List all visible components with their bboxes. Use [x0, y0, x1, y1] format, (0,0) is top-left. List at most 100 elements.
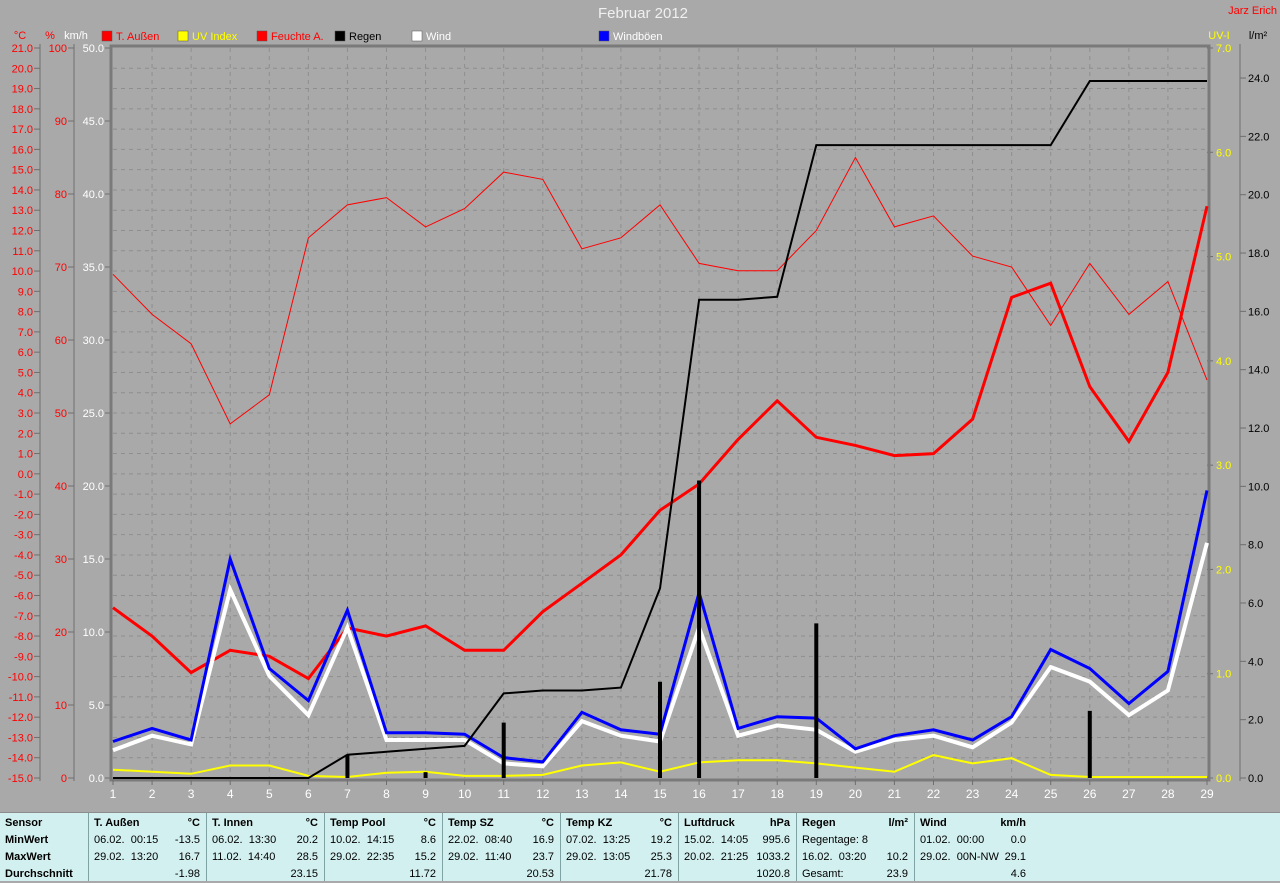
stats-cell-row: 29.02. 22:35 15.2 [325, 849, 442, 866]
day-label: 8 [383, 787, 390, 801]
legend-swatch-windb-en [598, 30, 610, 42]
day-label: 12 [536, 787, 550, 801]
axis-tick-label-kmh: 10.0 [83, 627, 104, 639]
stats-column-header: Wind km/h [915, 815, 1032, 832]
axis-tick-label-uv: 1.0 [1216, 669, 1231, 681]
day-label: 24 [1005, 787, 1019, 801]
stats-row-label-text: MaxWert [5, 851, 51, 863]
axis-tick-label-uv: 7.0 [1216, 43, 1231, 55]
stats-table-filler [1032, 813, 1280, 881]
day-label: 20 [849, 787, 863, 801]
axis-tick-label-temp: -8.0 [14, 631, 33, 643]
stats-column-wind: Wind km/h 01.02. 00:00 0.0 29.02. 00N-NW 29.1… [914, 813, 1032, 881]
sensor-unit: °C [423, 817, 436, 829]
watermark-author: Jarz Erich [1228, 5, 1277, 17]
axis-tick-label-temp: 9.0 [18, 286, 33, 298]
axis-tick-label-pct: 50 [55, 408, 67, 420]
stats-column-luftdruck: Luftdruck hPa 15.02. 14:05 995.6 20.02. 21:2… [678, 813, 796, 881]
legend-swatch-feuchte-a [256, 30, 268, 42]
stats-cell-text: 20.02. 21:25 [684, 851, 749, 863]
axis-unit-label-rain: l/m² [1249, 30, 1268, 42]
stats-cell-text: Gesamt: [802, 868, 844, 880]
axis-tick-label-pct: 70 [55, 262, 67, 274]
series-regen [113, 80, 1207, 779]
axis-tick-label-pct: 100 [49, 43, 67, 55]
stats-column-t-innen: T. Innen °C 06.02. 13:30 20.2 11.02. 14:40 28… [206, 813, 324, 881]
stats-cell-row: 11.72 [325, 866, 442, 883]
day-label: 27 [1122, 787, 1136, 801]
stats-row-labels: Sensor MinWert MaxWert Durchschnitt [0, 813, 88, 881]
axis-tick-label-temp: 10.0 [12, 266, 33, 278]
axis-tick-label-rain: 2.0 [1248, 715, 1263, 727]
axis-tick-label-temp: 16.0 [12, 144, 33, 156]
stats-column-header: Temp SZ °C [443, 815, 560, 832]
axis-tick-label-temp: 1.0 [18, 449, 33, 461]
stats-cell-value: 20.2 [296, 834, 318, 846]
stats-cell-row: 4.6 [915, 866, 1032, 883]
axis-tick-label-temp: -12.0 [8, 712, 33, 724]
axis-tick-label-temp: 6.0 [18, 347, 33, 359]
day-label: 1 [110, 787, 117, 801]
axis-tick-label-temp: -1.0 [14, 489, 33, 501]
day-label: 15 [653, 787, 667, 801]
axis-tick-label-pct: 0 [61, 773, 67, 785]
axis-tick-label-temp: 12.0 [12, 226, 33, 238]
stats-column-header: Temp Pool °C [325, 815, 442, 832]
axis-tick-label-kmh: 5.0 [89, 700, 104, 712]
stats-cell-row: 06.02. 00:15 -13.5 [89, 832, 206, 849]
stats-cell-value: 16.9 [532, 834, 554, 846]
axis-unit-label-kmh: km/h [64, 30, 88, 42]
axis-tick-label-rain: 0.0 [1248, 773, 1263, 785]
axis-tick-label-uv: 3.0 [1216, 460, 1231, 472]
stats-cell-text: 15.02. 14:05 [684, 834, 749, 846]
axis-tick-label-temp: 4.0 [18, 388, 33, 400]
stats-table: Sensor MinWert MaxWert Durchschnitt T. Außen… [0, 812, 1280, 881]
stats-cell-text: 06.02. 00:15 [94, 834, 159, 846]
day-label: 16 [692, 787, 706, 801]
stats-cell-value: 11.72 [409, 868, 436, 880]
day-label: 18 [771, 787, 785, 801]
stats-cell-row: 10.02. 14:15 8.6 [325, 832, 442, 849]
axis-tick-label-temp: -3.0 [14, 530, 33, 542]
axis-tick-label-rain: 14.0 [1248, 365, 1269, 377]
axis-tick-label-rain: 10.0 [1248, 481, 1269, 493]
stats-column-header: Regen l/m² [797, 815, 914, 832]
sensor-name: T. Innen [212, 817, 253, 829]
day-label: 2 [149, 787, 156, 801]
axis-tick-label-temp: -4.0 [14, 550, 33, 562]
axis-tick-label-rain: 8.0 [1248, 540, 1263, 552]
stats-column-temp-pool: Temp Pool °C 10.02. 14:15 8.6 29.02. 22:35 15… [324, 813, 442, 881]
legend-label-t-au-en: T. Außen [116, 31, 159, 43]
axis-tick-label-uv: 4.0 [1216, 356, 1231, 368]
stats-cell-row: 29.02. 13:20 16.7 [89, 849, 206, 866]
sensor-name: Temp KZ [566, 817, 613, 829]
stats-cell-row: Regentage: 8 [797, 832, 914, 849]
axis-tick-label-rain: 18.0 [1248, 248, 1269, 260]
stats-row-label: MinWert [0, 832, 88, 849]
sensor-unit: °C [305, 817, 318, 829]
stats-cell-row: 22.02. 08:40 16.9 [443, 832, 560, 849]
day-label: 11 [497, 787, 510, 801]
stats-cell-text: 29.02. 13:20 [94, 851, 159, 863]
series-t-au-en [112, 205, 1209, 681]
axis-tick-label-uv: 2.0 [1216, 564, 1231, 576]
axis-tick-label-pct: 30 [55, 554, 67, 566]
day-label: 7 [344, 787, 351, 801]
stats-cell-value: 1033.2 [756, 851, 790, 863]
stats-cell-row: 23.15 [207, 866, 324, 883]
day-label: 4 [227, 787, 234, 801]
axis-tick-label-temp: -6.0 [14, 591, 33, 603]
sensor-unit: km/h [1000, 817, 1026, 829]
stats-cell-text: 10.02. 14:15 [330, 834, 395, 846]
stats-cell-text: 16.02. 03:20 [802, 851, 867, 863]
day-label: 22 [927, 787, 941, 801]
axis-tick-label-temp: -10.0 [8, 672, 33, 684]
day-label: 29 [1200, 787, 1214, 801]
axis-tick-label-temp: 3.0 [18, 408, 33, 420]
axis-tick-label-temp: -2.0 [14, 509, 33, 521]
stats-row-label: Durchschnitt [0, 866, 88, 883]
stats-cell-row: 01.02. 00:00 0.0 [915, 832, 1032, 849]
axis-tick-label-temp: -7.0 [14, 611, 33, 623]
sensor-unit: °C [541, 817, 554, 829]
axis-tick-label-temp: -15.0 [8, 773, 33, 785]
